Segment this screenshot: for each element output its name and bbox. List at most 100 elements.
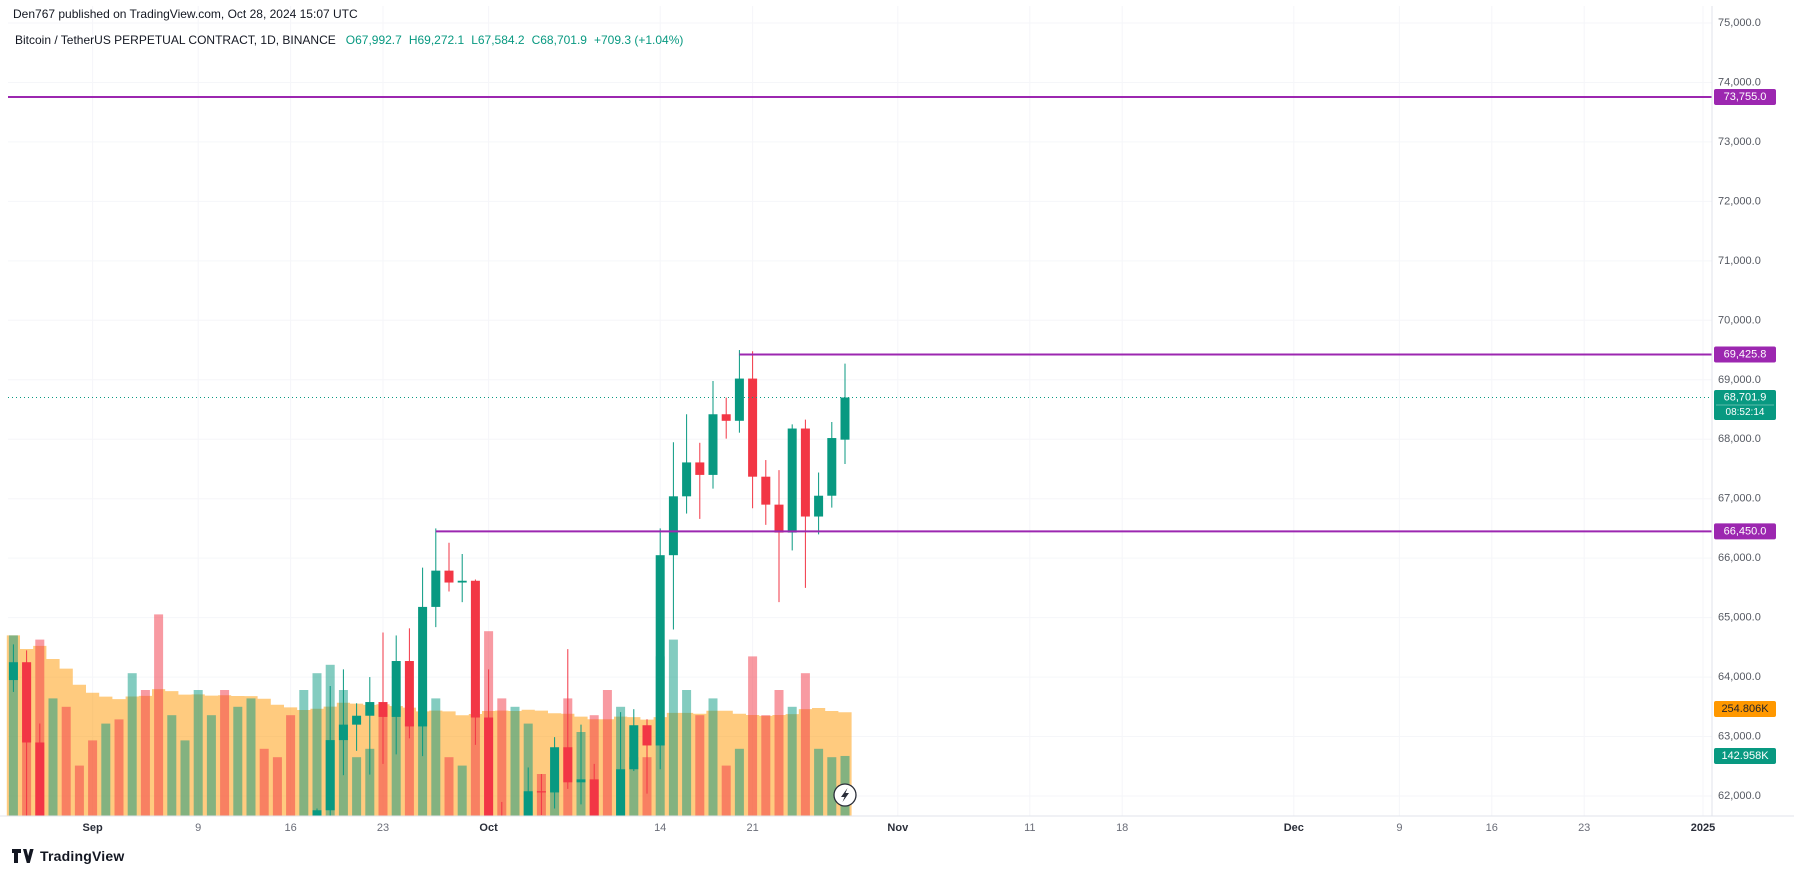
gridlines xyxy=(8,6,1712,816)
svg-text:142.958K: 142.958K xyxy=(1721,750,1769,762)
volume-bar xyxy=(365,748,375,816)
volume-bar xyxy=(787,706,797,816)
volume-bar xyxy=(800,673,810,816)
svg-text:69,425.8: 69,425.8 xyxy=(1724,348,1767,360)
volume-bar xyxy=(272,757,282,816)
volume-bar xyxy=(74,765,84,816)
price-tick-label: 64,000.0 xyxy=(1718,671,1761,683)
volume-bar xyxy=(457,765,467,816)
candle-body xyxy=(550,747,560,793)
volume-bar xyxy=(286,715,296,816)
candle-body xyxy=(523,791,533,816)
candle-body xyxy=(8,662,18,681)
candle-body xyxy=(734,378,744,421)
candle-body xyxy=(774,504,784,533)
axis-badge: 69,425.8 xyxy=(1714,346,1776,363)
time-tick-label: 23 xyxy=(377,822,389,834)
volume-bar xyxy=(312,673,322,816)
last-price-badge: 68,701.9 08:52:14 xyxy=(1714,389,1776,420)
price-tick-label: 63,000.0 xyxy=(1718,731,1761,743)
candle-body xyxy=(457,580,467,583)
time-tick-label: Dec xyxy=(1284,822,1304,834)
price-tick-label: 65,000.0 xyxy=(1718,612,1761,624)
candle-body xyxy=(431,570,441,607)
time-tick-label: 21 xyxy=(746,822,758,834)
publish-attribution: Den767 published on TradingView.com, Oct… xyxy=(13,7,358,21)
legend-high-value: H69,272.1 xyxy=(408,33,465,47)
candle-body xyxy=(682,462,692,497)
price-tick-label: 66,000.0 xyxy=(1718,552,1761,564)
volume-bar xyxy=(299,690,309,816)
price-tick-label: 71,000.0 xyxy=(1718,255,1761,267)
volume-bar xyxy=(431,698,441,816)
volume-bar xyxy=(127,673,137,816)
candle-body xyxy=(418,606,428,727)
candle-body xyxy=(840,397,850,440)
tradingview-brand-text: TradingView xyxy=(40,848,125,864)
axis-badge: 73,755.0 xyxy=(1714,89,1776,106)
price-tick-label: 73,000.0 xyxy=(1718,136,1761,148)
volume-bar xyxy=(734,748,744,816)
candle-body xyxy=(708,414,718,475)
volume-bar xyxy=(695,715,705,816)
candle-body xyxy=(470,580,480,718)
volume-bar xyxy=(721,765,731,816)
candle-body xyxy=(35,742,45,816)
volume-bar xyxy=(154,614,164,816)
candle-body xyxy=(511,870,520,874)
symbol-title[interactable]: Bitcoin / TetherUS PERPETUAL CONTRACT, 1… xyxy=(15,33,336,47)
time-axis[interactable]: Sep 9 16 23 Oct 14 21 Nov 11 18 Dec 9 16 23 2025 xyxy=(83,822,1716,834)
volume-bar xyxy=(708,698,718,816)
volume-bar xyxy=(404,723,414,816)
price-tick-label: 62,000.0 xyxy=(1718,790,1761,802)
price-tick-label: 72,000.0 xyxy=(1718,195,1761,207)
time-tick-label: 2025 xyxy=(1691,822,1715,834)
volume-bar xyxy=(510,706,520,816)
candle-body xyxy=(312,810,322,816)
legend-close-value: C68,701.9 xyxy=(531,33,587,47)
candle-body xyxy=(800,428,810,517)
candle-body xyxy=(814,495,824,517)
horizontal-price-lines[interactable] xyxy=(8,96,1712,533)
volume-bar xyxy=(774,690,784,816)
volume-bar xyxy=(444,757,454,816)
volume-bar xyxy=(167,715,177,816)
axis-badge: 254.806K xyxy=(1714,700,1776,717)
volume-bar xyxy=(88,740,98,816)
candle-body xyxy=(391,661,401,717)
candle-body xyxy=(761,476,771,505)
volume-bar xyxy=(193,690,203,816)
countdown-label: 08:52:14 xyxy=(1726,407,1765,418)
candle-body xyxy=(563,747,573,783)
volume-bar xyxy=(8,635,18,816)
candle-body xyxy=(787,428,797,533)
candles xyxy=(8,350,850,874)
candle-body xyxy=(536,791,546,793)
candle-body xyxy=(404,661,414,727)
price-axis[interactable]: 75,000.0 74,000.0 73,000.0 72,000.0 71,000.0… xyxy=(1718,17,1761,802)
legend-low-value: L67,584.2 xyxy=(471,33,525,47)
volume-bar xyxy=(352,757,362,816)
candle-body xyxy=(629,725,639,770)
flash-icon[interactable] xyxy=(833,783,857,807)
tradingview-attribution[interactable]: TradingView xyxy=(12,848,124,864)
legend-change-value: +709.3 (+1.04%) xyxy=(593,33,684,47)
volume-bar xyxy=(497,698,507,816)
volume-bar xyxy=(814,748,824,816)
svg-text:254.806K: 254.806K xyxy=(1721,703,1769,715)
time-tick-label: 9 xyxy=(195,822,201,834)
axis-badge: 142.958K xyxy=(1714,747,1776,764)
time-tick-label: 14 xyxy=(654,822,666,834)
volume-bar xyxy=(391,706,401,816)
price-tick-label: 68,000.0 xyxy=(1718,433,1761,445)
volume-bar xyxy=(602,690,612,816)
volume-bar xyxy=(761,715,771,816)
svg-text:66,450.0: 66,450.0 xyxy=(1724,525,1767,537)
legend-open-value: O67,992.7 xyxy=(345,33,402,47)
candle-body xyxy=(827,438,837,496)
candle-body xyxy=(668,496,678,556)
price-tick-label: 67,000.0 xyxy=(1718,493,1761,505)
volume-ma-area xyxy=(6,635,852,816)
candle-body xyxy=(22,662,32,743)
